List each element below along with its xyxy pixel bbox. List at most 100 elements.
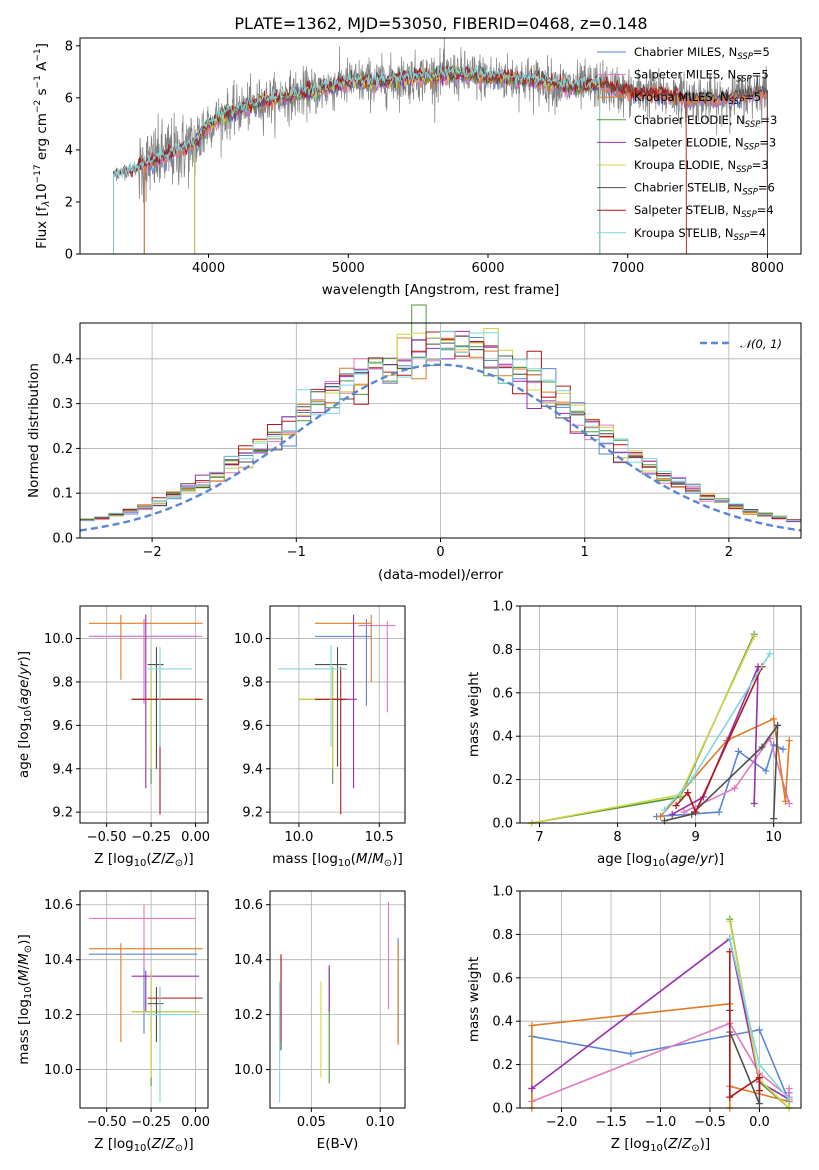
spectrum-ytick-label: 8 [65,39,73,54]
spectrum-xtick-label: 4000 [192,261,225,276]
weight-age-point-marker [660,806,668,814]
age-Z-xtick-label: −0.25 [131,830,171,845]
weight-age-point-marker [680,808,688,816]
weight-age-point-marker [785,737,793,745]
spectrum-xtick-label: 7000 [611,261,644,276]
weight-age-point-marker [762,767,770,775]
mass-Z-ytick-label: 10.6 [44,898,73,913]
mass-Z-xtick-label: 0.00 [181,1115,210,1130]
spectrum-ytick-label: 6 [65,91,73,106]
weight-age-xtick-label: 8 [613,830,621,845]
age-mass-ytick-label: 9.2 [242,806,263,821]
residual-histogram-kroupa-stelib [80,330,801,522]
weight-Z-line-salpeter-stelib [728,951,761,1099]
weight-Z-ylabel: mass weight [466,957,482,1042]
weight-age-plot [528,630,793,827]
weight-Z-point-marker [785,1084,793,1092]
age-Z-ytick-label: 9.8 [52,675,73,690]
spectrum-legend: Chabrier MILES, NSSP=5 Salpeter MILES, NS… [597,45,777,243]
age-mass-plot [278,614,396,815]
spectrum-ylabel: Flux [fλ10−17 erg cm−2 s−1 A−1] [33,43,52,249]
residuals-ytick-label: 0.4 [52,352,73,367]
weight-age-point-marker [672,802,680,810]
legend-entry: Chabrier MILES, NSSP=5 [634,45,770,62]
weight-Z-plot [528,915,793,1112]
spectrum-model-kroupa-stelib [113,63,601,254]
weight-Z-point-marker [726,917,734,925]
ebv-xlabel: E(B-V) [317,1136,359,1152]
residuals-xtick-label: 2 [725,545,733,560]
weight-Z-ytick-label: 0.2 [492,1058,513,1073]
age-Z-border [79,605,209,824]
age-Z-ylabel: age [log10(age/yr)] [16,651,34,778]
weight-age-point-marker [692,808,700,816]
weight-Z-xtick-label: −1.0 [645,1115,677,1130]
mass-Z-ytick-label: 10.0 [44,1063,73,1078]
residuals-ytick-label: 0.2 [52,442,73,457]
weight-age-point-marker [781,797,789,805]
weight-age-frame: 7 8 9 10 0.0 0.2 0.4 0.6 0.8 1.0 [492,600,802,845]
mass-Z-errorbar-salpeter-miles [88,904,196,968]
spectrum-xtick-label: 5000 [332,261,365,276]
gaussian-legend-label: 𝒩(0, 1) [740,337,782,351]
weight-Z-point-marker [785,1095,793,1103]
weight-Z-ytick-label: 0.4 [492,1015,513,1030]
weight-Z-point-marker [755,1074,763,1082]
age-mass-border [269,605,406,824]
age-mass-ytick-label: 9.4 [242,762,263,777]
mass-Z-frame: −0.50 −0.25 0.00 10.0 10.2 10.4 10.6 [44,890,210,1130]
spectrum-border [79,37,802,255]
weight-age-ytick-label: 1.0 [492,600,513,615]
weight-Z-ytick-label: 0.0 [492,1102,513,1117]
weight-age-point-marker [684,789,692,797]
weight-age-xtick-label: 9 [691,830,699,845]
age-Z-ytick-label: 9.4 [52,762,73,777]
mass-Z-ylabel: mass [log10(M/M⊙)] [16,934,34,1064]
weight-Z-xtick-label: 0.0 [749,1115,770,1130]
age-Z-ytick-label: 10.0 [44,632,73,647]
weight-age-point-marker [774,721,782,729]
age-mass-errorbar-kroupa-stelib [278,645,348,748]
age-mass-xtick-label: 10.0 [284,830,313,845]
weight-Z-point-marker [755,1061,763,1069]
weight-Z-xtick-label: −2.0 [546,1115,578,1130]
mass-Z-ytick-label: 10.2 [44,1008,73,1023]
weight-age-point-marker [715,808,723,816]
residuals-ytick-label: 0.1 [52,487,73,502]
weight-Z-point-marker [528,1084,536,1092]
weight-Z-point-marker [755,1087,763,1095]
mass-Z-ytick-label: 10.4 [44,953,73,968]
spectrum-xtick-label: 6000 [471,261,504,276]
weight-age-ytick-label: 0.2 [492,773,513,788]
ebv-ytick-label: 10.0 [234,1063,263,1078]
weight-age-point-marker [785,799,793,807]
mass-Z-xtick-label: −0.25 [131,1115,171,1130]
weight-age-xtick-label: 10 [765,830,782,845]
residuals-ytick-label: 0.3 [52,397,73,412]
weight-Z-xlabel: Z [log10(Z/Z⊙)] [611,1136,710,1154]
weight-age-xlabel: age [log10(age/yr)] [597,851,724,869]
age-mass-xtick-label: 10.5 [365,830,394,845]
mass-Z-errorbar-kroupa-elodie [131,970,200,1078]
weight-age-ytick-label: 0.4 [492,730,513,745]
ebv-ytick-label: 10.2 [234,1008,263,1023]
weight-age-ytick-label: 0.8 [492,643,513,658]
weight-age-line-salpeter-miles [683,736,791,813]
age-mass-errorbar-kroupa-miles [315,614,372,682]
age-mass-errorbar-chabrier-miles [315,619,372,706]
age-Z-ytick-label: 9.6 [52,719,73,734]
spectrum-plot [113,38,768,254]
weight-age-point-marker [688,810,696,818]
weight-age-line-chabrier-miles [656,743,784,818]
ebv-ytick-label: 10.6 [234,898,263,913]
weight-age-point-marker [779,745,787,753]
age-Z-xlabel: Z [log10(Z/Z⊙)] [94,851,193,869]
weight-Z-point-marker [726,935,734,943]
weight-age-line-salpeter-elodie [671,666,759,815]
weight-age-ytick-label: 0.6 [492,686,513,701]
spectrum-ytick-label: 0 [65,248,73,263]
legend-entry: Salpeter STELIB, NSSP=4 [634,203,774,220]
weight-age-point-marker [688,776,696,784]
age-Z-ytick-label: 9.2 [52,806,73,821]
weight-Z-line-salpeter-elodie [531,937,790,1100]
